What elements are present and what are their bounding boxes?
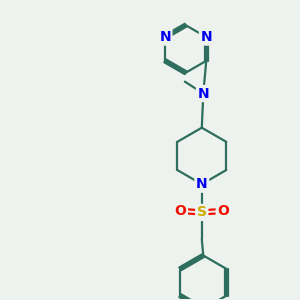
Text: N: N: [197, 86, 209, 100]
Text: O: O: [217, 204, 229, 218]
Text: N: N: [196, 177, 208, 191]
Text: O: O: [175, 204, 186, 218]
Text: S: S: [197, 206, 207, 219]
Text: N: N: [200, 30, 212, 44]
Text: N: N: [159, 30, 171, 44]
